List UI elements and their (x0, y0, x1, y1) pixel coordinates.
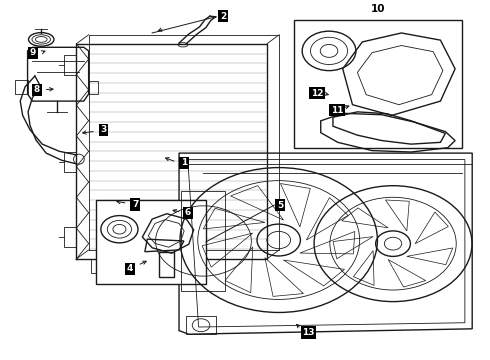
Text: 5: 5 (277, 201, 283, 210)
Text: 12: 12 (311, 89, 323, 98)
Bar (181, 191, 225, 291)
Text: 7: 7 (132, 200, 138, 209)
Text: 9: 9 (30, 48, 36, 57)
Text: 1: 1 (181, 158, 187, 167)
Text: 8: 8 (34, 85, 40, 94)
Bar (64, 152, 76, 172)
Bar (186, 316, 216, 334)
Bar (15, 80, 27, 94)
Text: 3: 3 (100, 125, 106, 134)
Bar (64, 55, 76, 75)
Bar (294, 21, 463, 148)
Text: 11: 11 (331, 105, 343, 114)
Bar (64, 227, 76, 247)
Text: 6: 6 (185, 208, 191, 217)
Text: 2: 2 (220, 12, 226, 21)
Text: 10: 10 (371, 4, 386, 14)
Text: 13: 13 (302, 328, 315, 337)
Bar (89, 81, 98, 94)
Bar (96, 200, 206, 284)
Text: 4: 4 (127, 265, 133, 274)
Polygon shape (179, 153, 472, 334)
Bar (91, 259, 130, 273)
